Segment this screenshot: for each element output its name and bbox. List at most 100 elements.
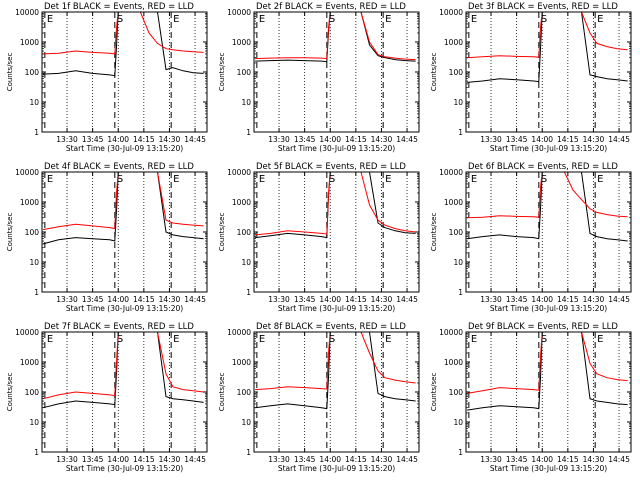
x-tick-label: 13:30: [268, 135, 290, 144]
y-tick-label: 1: [246, 288, 251, 297]
x-tick-label: 13:45: [294, 455, 316, 464]
y-tick-label: 1: [458, 448, 463, 457]
y-tick-label: 10: [453, 98, 463, 107]
panel-title: Det 2f BLACK = Events, RED = LLD: [256, 2, 406, 12]
y-tick-label: 100: [237, 388, 252, 397]
y-tick-label: 1: [246, 448, 251, 457]
panel-title: Det 6f BLACK = Events, RED = LLD: [468, 162, 618, 172]
panel-title: Det 3f BLACK = Events, RED = LLD: [468, 2, 618, 12]
y-tick-label: 100: [449, 68, 464, 77]
panel-title: Det 5f BLACK = Events, RED = LLD: [256, 162, 406, 172]
events-series-line: [42, 331, 204, 409]
marker-label: S: [117, 174, 123, 185]
x-tick-label: 14:45: [608, 455, 630, 464]
x-tick-label: 14:00: [107, 295, 129, 304]
detector-panel: Det 6f BLACK = Events, RED = LLD E S E 1 10 10…: [430, 162, 632, 313]
x-tick-label: 14:30: [159, 455, 181, 464]
y-tick-label: 1000: [232, 198, 251, 207]
lld-series-line: [255, 11, 416, 61]
y-axis-label: Counts/sec: [218, 53, 226, 92]
events-series-line: [255, 331, 416, 410]
x-tick-label: 14:00: [319, 295, 341, 304]
x-tick-label: 14:30: [159, 295, 181, 304]
x-tick-label: 14:45: [184, 135, 206, 144]
x-tick-label: 13:30: [480, 455, 502, 464]
x-tick-label: 14:30: [583, 455, 605, 464]
x-tick-label: 13:45: [82, 455, 104, 464]
events-series-line: [467, 11, 628, 83]
x-tick-label: 14:30: [371, 135, 393, 144]
x-tick-label: 14:15: [133, 135, 155, 144]
events-series-line: [42, 171, 204, 245]
y-tick-label: 100: [449, 388, 464, 397]
y-tick-label: 1: [34, 128, 39, 137]
x-tick-label: 14:45: [396, 295, 418, 304]
x-tick-label: 14:00: [531, 455, 553, 464]
panel-title: Det 1f BLACK = Events, RED = LLD: [44, 2, 194, 12]
y-axis-label: Counts/sec: [6, 373, 14, 412]
y-tick-label: 10: [241, 258, 251, 267]
marker-label: E: [597, 334, 603, 345]
y-tick-label: 1000: [20, 358, 39, 367]
x-tick-label: 14:45: [396, 455, 418, 464]
detector-panel: Det 2f BLACK = Events, RED = LLD E S E 1 10 10…: [218, 2, 420, 153]
marker-label: E: [259, 174, 265, 185]
x-tick-label: 14:15: [557, 135, 579, 144]
marker-label: S: [329, 174, 335, 185]
x-tick-label: 14:00: [107, 135, 129, 144]
x-tick-label: 13:30: [56, 135, 78, 144]
x-tick-label: 14:45: [184, 295, 206, 304]
detector-panel: Det 7f BLACK = Events, RED = LLD E S E 1 10 10…: [6, 322, 208, 473]
marker-label: S: [117, 334, 123, 345]
detector-panel: Det 8f BLACK = Events, RED = LLD E S E 1 10 10…: [218, 322, 420, 473]
x-axis-label: Start Time (30-Jul-09 13:15:20): [490, 464, 607, 473]
y-tick-label: 1000: [444, 198, 463, 207]
y-axis-label: Counts/sec: [430, 53, 438, 92]
marker-label: E: [385, 334, 391, 345]
x-tick-label: 14:00: [531, 295, 553, 304]
y-tick-label: 1: [458, 288, 463, 297]
y-tick-label: 10000: [15, 8, 39, 17]
marker-label: E: [471, 14, 477, 25]
x-tick-label: 13:30: [268, 295, 290, 304]
y-tick-label: 1: [34, 448, 39, 457]
x-tick-label: 14:00: [107, 455, 129, 464]
marker-label: S: [541, 174, 547, 185]
x-tick-label: 13:45: [82, 295, 104, 304]
y-tick-label: 10000: [227, 168, 251, 177]
y-tick-label: 10: [29, 98, 39, 107]
marker-label: E: [173, 334, 179, 345]
x-tick-label: 14:45: [608, 295, 630, 304]
x-tick-label: 13:45: [506, 295, 528, 304]
x-axis-label: Start Time (30-Jul-09 13:15:20): [278, 144, 395, 153]
y-tick-label: 10000: [439, 8, 463, 17]
x-tick-label: 14:45: [184, 455, 206, 464]
x-axis-label: Start Time (30-Jul-09 13:15:20): [278, 464, 395, 473]
marker-label: E: [471, 334, 477, 345]
x-tick-label: 14:15: [557, 455, 579, 464]
marker-label: S: [329, 334, 335, 345]
y-tick-label: 100: [25, 388, 40, 397]
y-tick-label: 1: [458, 128, 463, 137]
y-axis-label: Counts/sec: [430, 213, 438, 252]
y-tick-label: 10000: [439, 168, 463, 177]
x-axis-label: Start Time (30-Jul-09 13:15:20): [66, 304, 183, 313]
y-tick-label: 1000: [232, 38, 251, 47]
x-tick-label: 14:45: [396, 135, 418, 144]
y-axis-label: Counts/sec: [430, 373, 438, 412]
y-tick-label: 1000: [20, 198, 39, 207]
y-tick-label: 10: [241, 418, 251, 427]
y-tick-label: 10000: [15, 168, 39, 177]
y-tick-label: 100: [237, 68, 252, 77]
x-tick-label: 13:45: [82, 135, 104, 144]
x-tick-label: 14:00: [319, 455, 341, 464]
events-series-line: [467, 171, 628, 242]
x-tick-label: 14:15: [345, 295, 367, 304]
y-tick-label: 10000: [227, 8, 251, 17]
detector-panel: Det 5f BLACK = Events, RED = LLD E S E 1 10 10…: [218, 162, 420, 313]
x-tick-label: 14:15: [133, 295, 155, 304]
x-tick-label: 13:30: [480, 295, 502, 304]
x-tick-label: 13:30: [480, 135, 502, 144]
y-tick-label: 1: [246, 128, 251, 137]
y-tick-label: 10: [29, 258, 39, 267]
